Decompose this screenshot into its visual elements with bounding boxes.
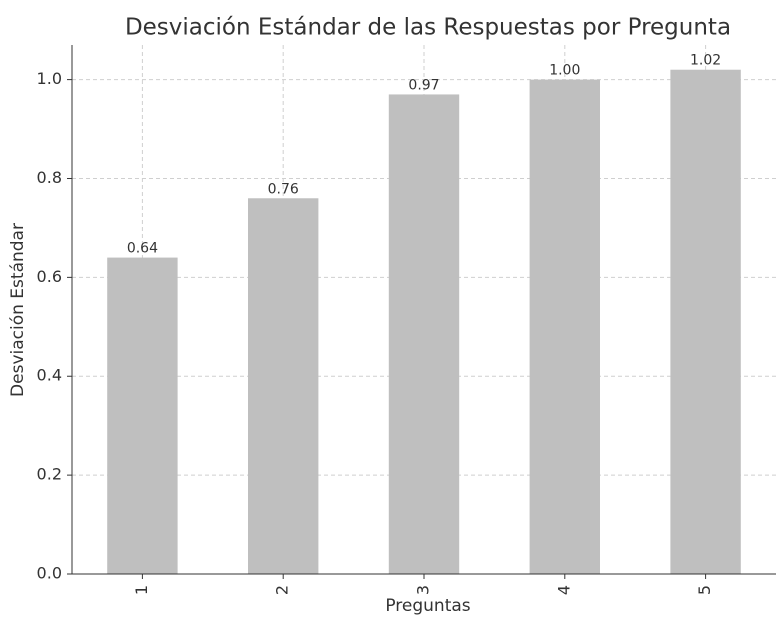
value-label: 1.02 <box>690 53 721 69</box>
bar <box>388 94 460 574</box>
value-label: 0.97 <box>408 77 439 93</box>
value-label: 1.00 <box>549 63 580 79</box>
x-tick-label: 3 <box>414 585 433 595</box>
x-tick-label: 1 <box>132 585 151 595</box>
value-label: 0.64 <box>127 241 158 257</box>
y-tick-label: 0.6 <box>37 267 62 286</box>
x-axis-label: Preguntas <box>385 596 470 616</box>
y-tick-label: 0.8 <box>37 168 62 187</box>
x-tick-label: 4 <box>554 585 573 595</box>
bar <box>529 79 600 574</box>
x-tick-label: 2 <box>273 585 292 595</box>
y-axis-label: Desviación Estándar <box>8 223 28 397</box>
bar <box>107 257 178 574</box>
chart-title: Desviación Estándar de las Respuestas po… <box>125 15 731 41</box>
bar <box>248 198 319 574</box>
x-tick-label: 5 <box>695 585 714 595</box>
value-label: 0.76 <box>268 181 299 197</box>
y-tick-label: 0.4 <box>37 366 62 385</box>
bar <box>670 69 741 574</box>
y-tick-label: 1.0 <box>37 69 62 88</box>
y-tick-label: 0.0 <box>37 564 62 583</box>
y-tick-label: 0.2 <box>37 465 62 484</box>
